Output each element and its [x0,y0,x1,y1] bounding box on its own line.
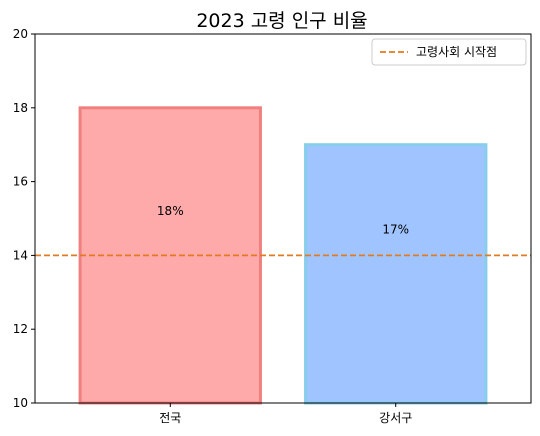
x-axis: 전국 강서구 [159,403,412,425]
bar-value-label: 17% [382,223,409,237]
y-tick-label: 10 [13,396,28,410]
legend-label: 고령사회 시작점 [416,45,497,59]
y-tick-label: 14 [13,248,28,262]
legend: 고령사회 시작점 [371,38,527,66]
bar-2 [304,143,488,405]
x-tick-label: 전국 [159,411,181,425]
y-tick-label: 12 [13,322,28,336]
bars-layer: 18% 17% [78,106,488,405]
legend-box [371,38,527,66]
chart-title: 2023 고령 인구 비율 [196,10,367,32]
bar-value-label: 18% [157,204,184,218]
y-tick-label: 18 [13,101,28,115]
x-tick-label: 강서구 [379,411,412,425]
y-tick-label: 20 [13,27,28,41]
y-axis: 10 12 14 16 18 20 [13,27,35,410]
plot-frame [34,33,532,404]
y-tick-label: 16 [13,175,28,189]
